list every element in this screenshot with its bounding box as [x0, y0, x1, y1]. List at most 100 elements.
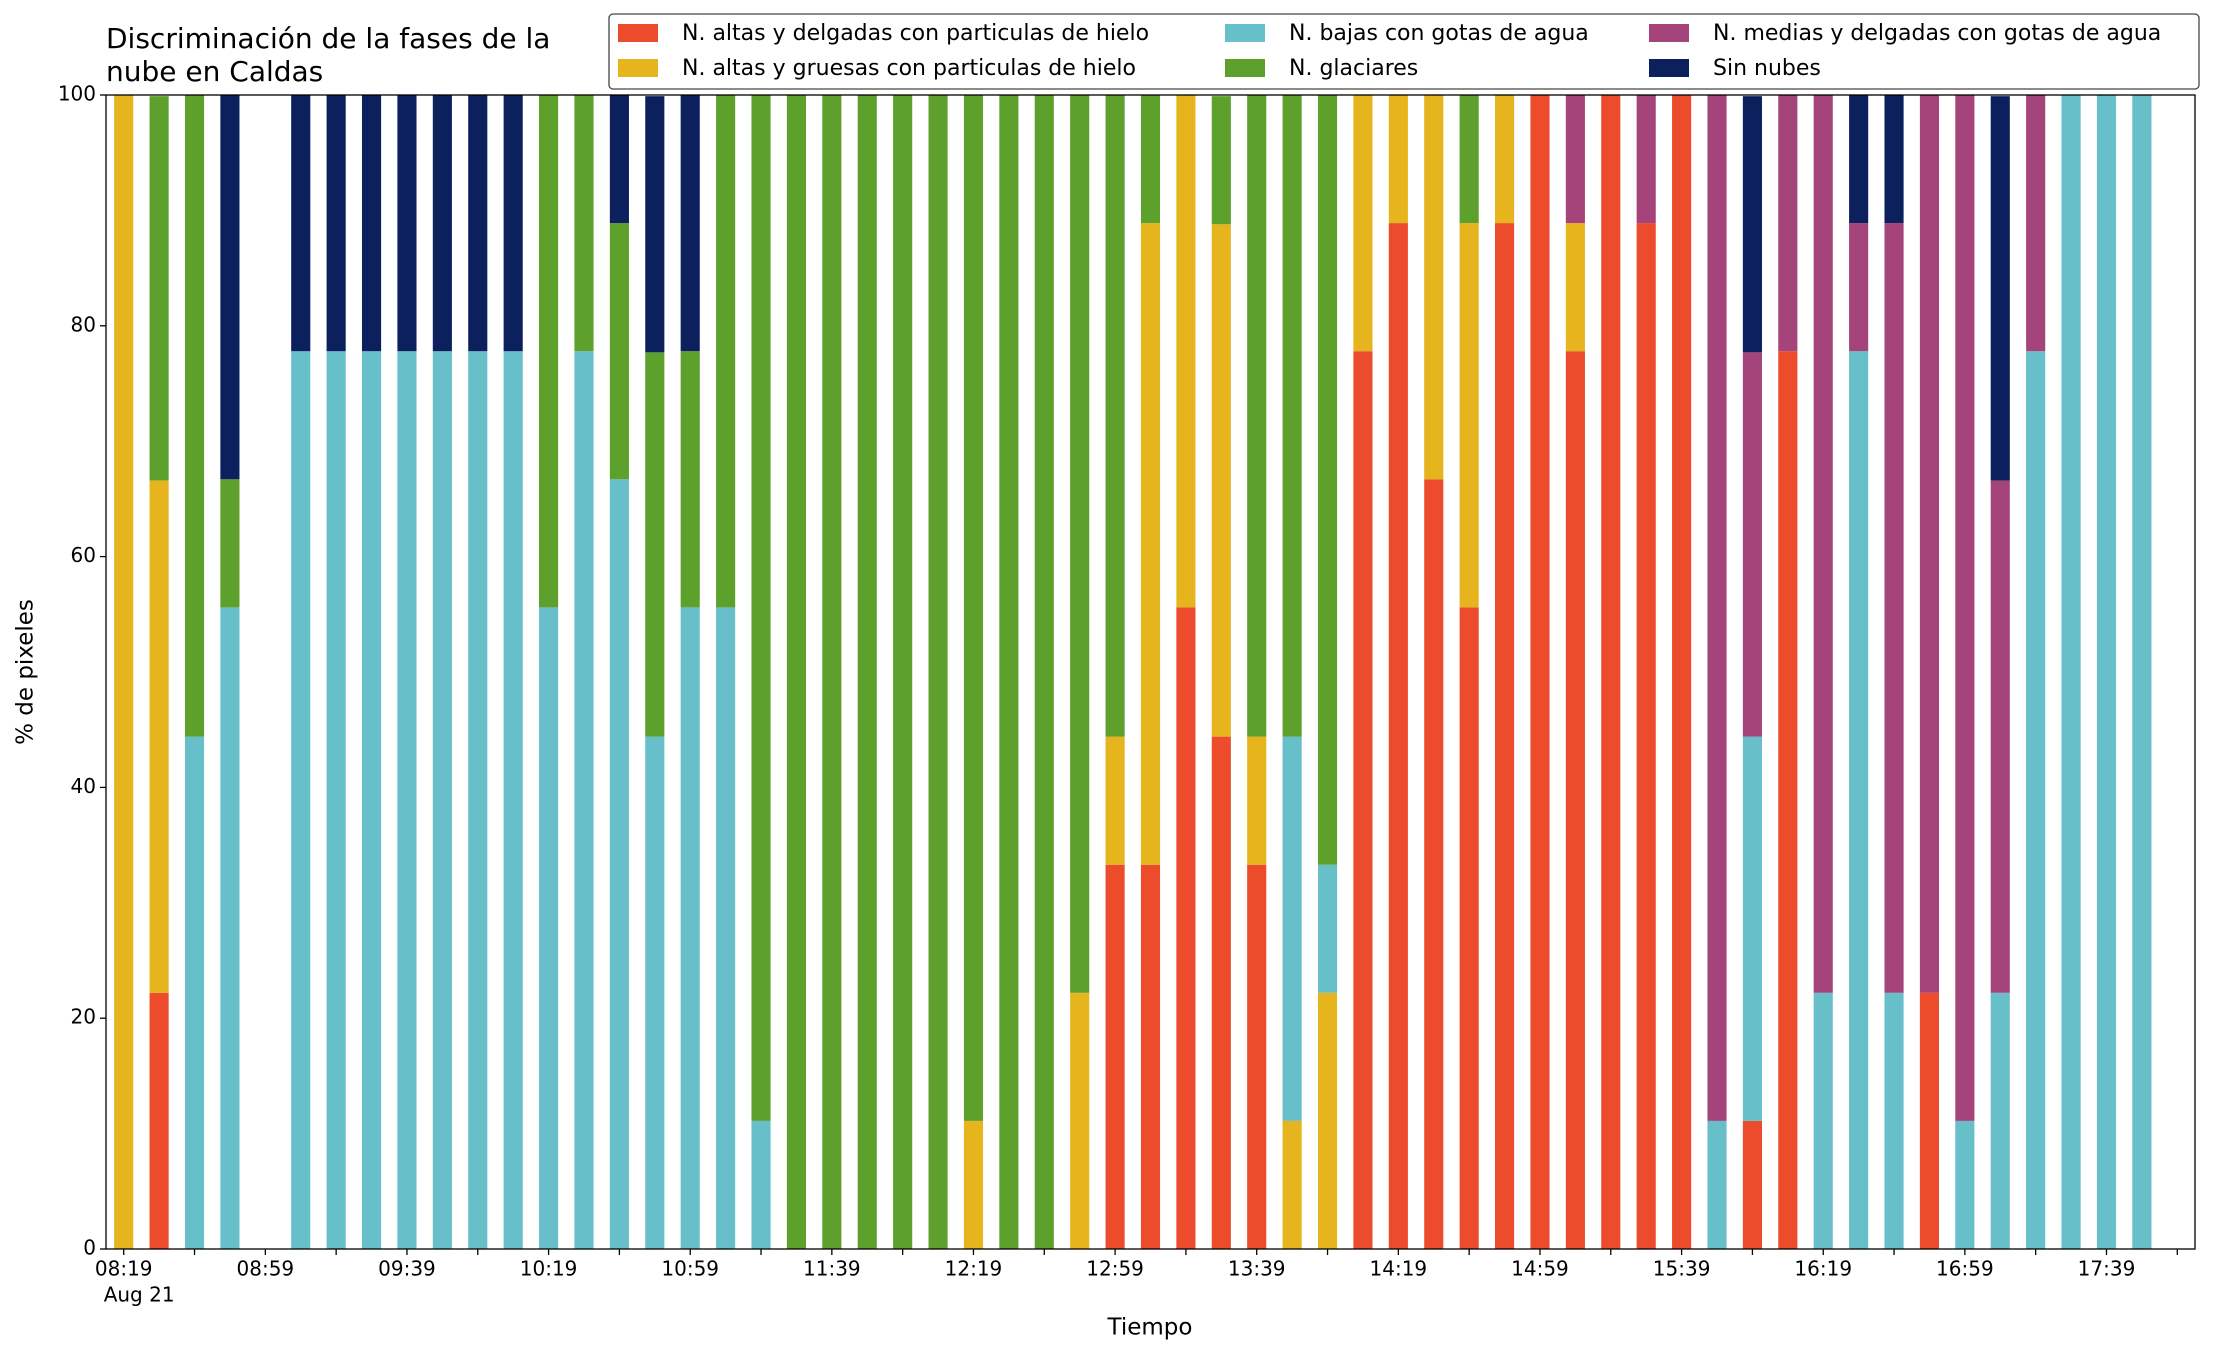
- bar-segment: [645, 736, 665, 1249]
- bar-segment: [680, 351, 700, 608]
- x-tick-label: 12:59: [1086, 1257, 1144, 1281]
- bar-segment: [361, 95, 382, 352]
- bar-segment: [928, 95, 948, 1249]
- bar-segment: [397, 95, 417, 352]
- bar-segment: [1495, 223, 1515, 1249]
- bar-segment: [1459, 95, 1479, 224]
- bar-segment: [1459, 607, 1479, 1249]
- bar-segment: [220, 95, 240, 480]
- bar-segment: [1424, 95, 1444, 480]
- bar-segment: [645, 96, 665, 353]
- bar-segment: [716, 95, 736, 608]
- bar-segment: [1317, 95, 1338, 865]
- chart-title: nube en Caldas: [106, 55, 323, 88]
- bar-segment: [2061, 95, 2081, 1249]
- bar-segment: [291, 95, 311, 352]
- bar-segment: [1884, 95, 1904, 224]
- x-tick-label: 08:19: [95, 1257, 153, 1281]
- bar-segment: [326, 95, 346, 352]
- bar-segment: [220, 607, 240, 1249]
- bar-segment: [1565, 351, 1585, 1249]
- bar-segment: [1565, 95, 1585, 224]
- bar-segment: [468, 351, 488, 1249]
- bar-segment: [1990, 480, 2010, 993]
- legend-label: N. medias y delgadas con gotas de agua: [1713, 21, 2161, 46]
- bar-segment: [1636, 95, 1656, 224]
- bar-segment: [822, 95, 842, 1249]
- bar-segment: [220, 479, 240, 608]
- legend-swatch: [1225, 24, 1265, 42]
- bar-segment: [1211, 224, 1231, 737]
- bar-segment: [1070, 992, 1090, 1249]
- x-tick-label: 14:19: [1370, 1257, 1428, 1281]
- bar-segment: [1176, 95, 1196, 608]
- bar-segment: [1707, 95, 1727, 1121]
- bar-segment: [291, 351, 311, 1249]
- bar-segment: [361, 351, 382, 1249]
- x-tick-label: 16:19: [1794, 1257, 1852, 1281]
- bar-segment: [609, 479, 629, 1250]
- bar-segment: [1070, 95, 1090, 993]
- bar-segment: [1247, 95, 1267, 737]
- bar-segment: [1176, 607, 1196, 1249]
- x-axis-label: Tiempo: [1107, 1315, 1193, 1341]
- legend-swatch: [1649, 24, 1689, 42]
- bar-segment: [1919, 992, 1940, 1249]
- chart-title: Discriminación de la fases de la: [106, 22, 550, 55]
- bar-segment: [149, 96, 169, 481]
- bar-segment: [1140, 223, 1161, 865]
- bar-segment: [1884, 992, 1904, 1249]
- bar-segment: [963, 1120, 984, 1249]
- bar-segment: [1707, 1120, 1727, 1249]
- x-tick-label: 10:59: [661, 1257, 719, 1281]
- bar-segment: [1247, 736, 1267, 865]
- bar-segment: [1778, 351, 1798, 1249]
- bar-segment: [1317, 992, 1338, 1249]
- bar-segment: [1672, 95, 1692, 1249]
- bar-segment: [893, 95, 913, 1249]
- axes-frame: [105, 94, 2196, 1250]
- bar-segment: [1849, 95, 1869, 224]
- legend-label: N. altas y gruesas con particulas de hie…: [682, 56, 1136, 81]
- legend-label: N. bajas con gotas de agua: [1289, 21, 1589, 46]
- bar-segment: [184, 736, 205, 1249]
- x-tick-label: 08:59: [237, 1257, 295, 1281]
- bar-segment: [1990, 992, 2010, 1249]
- bar-segment: [786, 95, 806, 1249]
- legend-swatch: [1225, 59, 1265, 77]
- y-tick-label: 60: [71, 543, 96, 567]
- x-tick-label: 12:19: [945, 1257, 1003, 1281]
- bar-segment: [1955, 1120, 1975, 1249]
- bar-segment: [149, 992, 169, 1249]
- bar-segment: [1813, 992, 1833, 1249]
- bar-segment: [1105, 95, 1125, 737]
- bar-segment: [1247, 864, 1267, 1249]
- bar-segment: [1849, 223, 1869, 352]
- bar-segment: [539, 95, 559, 608]
- y-tick-label: 0: [83, 1236, 96, 1260]
- bar-segment: [609, 223, 629, 480]
- bar-segment: [1530, 95, 1550, 1249]
- legend-swatch: [618, 59, 658, 77]
- bar-segment: [1140, 864, 1161, 1249]
- x-tick-label: 16:59: [1936, 1257, 1994, 1281]
- bar-segment: [1955, 95, 1975, 1121]
- bar-segment: [680, 607, 700, 1249]
- bar-segment: [1849, 351, 1869, 1249]
- bar-segment: [2096, 95, 2117, 1249]
- bar-segment: [1105, 864, 1125, 1249]
- y-tick-label: 20: [71, 1005, 96, 1029]
- bar-segment: [1317, 864, 1338, 993]
- x-tick-label: 09:39: [378, 1257, 436, 1281]
- bar-segment: [2026, 351, 2046, 1249]
- bar-segment: [716, 607, 736, 1249]
- legend-swatch: [1649, 59, 1689, 77]
- bar-segment: [468, 95, 488, 352]
- bar-segment: [751, 95, 771, 1121]
- bar-segment: [1211, 96, 1231, 225]
- bar-segment: [432, 95, 452, 352]
- bar-segment: [326, 351, 346, 1249]
- bar-segment: [1495, 95, 1515, 224]
- bar-segment: [1742, 1120, 1762, 1249]
- x-tick-label: 13:39: [1228, 1257, 1286, 1281]
